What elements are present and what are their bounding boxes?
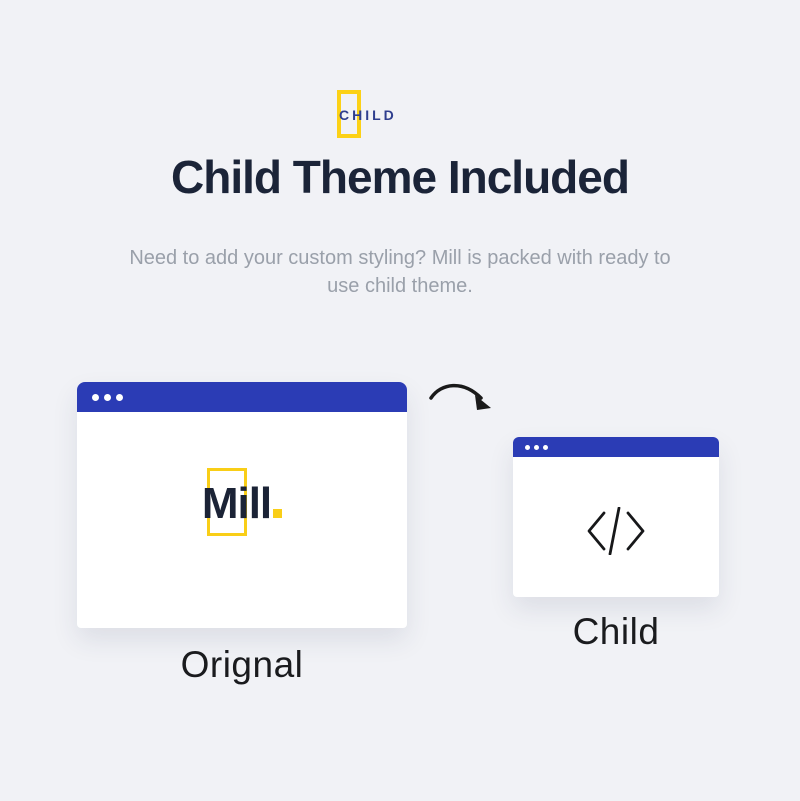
child-window-titlebar bbox=[513, 437, 719, 457]
mill-logo-text: Mill bbox=[201, 479, 272, 528]
yellow-frame-icon bbox=[337, 90, 361, 138]
subtitle-line-1: Need to add your custom styling? Mill is… bbox=[129, 247, 671, 269]
window-dot-icon bbox=[525, 444, 530, 450]
page-title: Child Theme Included bbox=[171, 151, 630, 203]
child-window-label: Child bbox=[572, 611, 660, 652]
window-dot-icon bbox=[534, 444, 539, 450]
window-dot-icon bbox=[92, 393, 99, 401]
original-window: Mill bbox=[77, 382, 407, 628]
yellow-frame-icon bbox=[207, 468, 247, 536]
window-dot-icon bbox=[104, 393, 111, 401]
curved-arrow-icon bbox=[425, 372, 505, 420]
original-window-titlebar bbox=[77, 382, 407, 412]
subtitle-line-2: use child theme. bbox=[327, 275, 473, 297]
page-subtitle: Need to add your custom styling? Mill is… bbox=[0, 244, 800, 300]
code-icon bbox=[584, 499, 648, 555]
window-dot-icon bbox=[116, 393, 123, 401]
mill-logo: Mill bbox=[77, 482, 407, 526]
child-window-body bbox=[513, 457, 719, 597]
child-window bbox=[513, 437, 719, 597]
original-window-label: Orignal bbox=[180, 644, 304, 685]
window-dot-icon bbox=[543, 444, 548, 450]
badge-label: CHILD bbox=[339, 107, 397, 123]
yellow-square-dot-icon bbox=[273, 509, 283, 518]
